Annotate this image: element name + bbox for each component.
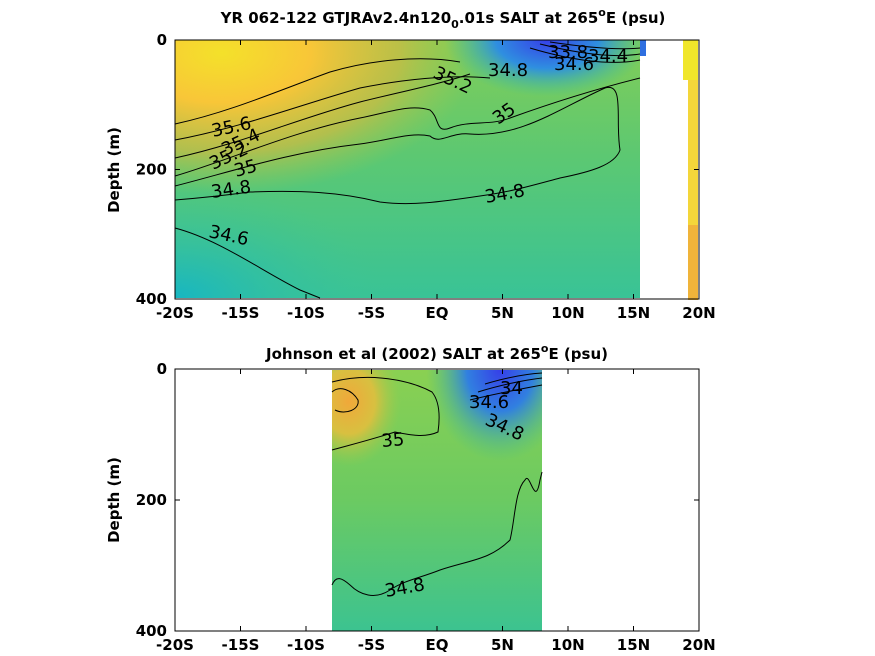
- top-salinity-field: [175, 40, 640, 298]
- bottom-contours: [331, 372, 543, 596]
- contour-label-34.6-surface: 34.6: [554, 54, 594, 75]
- bottom-salinity-field: [332, 370, 542, 631]
- contour-label-34.8-surface: 34.8: [488, 60, 528, 81]
- x-tick-label: -5S: [358, 636, 385, 654]
- top-contours: [174, 41, 641, 299]
- top-x-axis: -20S -15S -10S -5S EQ 5N 10N 15N 20N: [156, 40, 716, 322]
- x-tick-label: 5N: [491, 304, 514, 322]
- y-tick-label: 400: [136, 290, 167, 308]
- bottom-title: Johnson et al (2002) SALT at 265oE (psu): [265, 342, 608, 363]
- top-title: YR 062-122 GTJRAv2.4n1200.01s SALT at 26…: [220, 6, 666, 31]
- x-tick-label: -20S: [156, 304, 194, 322]
- x-tick-label: -15S: [222, 636, 260, 654]
- y-tick-label: 200: [136, 161, 167, 179]
- x-tick-label: 15N: [617, 636, 650, 654]
- x-tick-label: EQ: [426, 636, 449, 654]
- top-panel: YR 062-122 GTJRAv2.4n1200.01s SALT at 26…: [105, 6, 716, 322]
- top-ylabel: Depth (m): [105, 127, 123, 213]
- x-tick-label: 10N: [551, 304, 584, 322]
- x-tick-label: EQ: [426, 304, 449, 322]
- x-tick-label: -10S: [287, 304, 325, 322]
- x-tick-label: -15S: [222, 304, 260, 322]
- contour-label-34.4: 34.4: [588, 46, 628, 67]
- x-tick-label: 20N: [682, 304, 715, 322]
- contour-label-33.8: 33.8: [548, 42, 588, 63]
- top-right-strip: [683, 40, 698, 80]
- y-tick-label: 0: [157, 360, 167, 378]
- x-tick-label: 10N: [551, 636, 584, 654]
- x-tick-label: 20N: [682, 636, 715, 654]
- bottom-ylabel: Depth (m): [105, 457, 123, 543]
- x-tick-label: 15N: [617, 304, 650, 322]
- top-y-axis: 0 200 400: [136, 31, 699, 308]
- top-edge-strip: [640, 40, 646, 56]
- x-tick-label: -10S: [287, 636, 325, 654]
- bottom-panel: Johnson et al (2002) SALT at 265oE (psu)…: [105, 342, 716, 654]
- contour-label-35: 35: [381, 429, 406, 452]
- x-tick-label: 5N: [491, 636, 514, 654]
- bottom-y-axis: 0 200 400: [136, 360, 699, 640]
- x-tick-label: -20S: [156, 636, 194, 654]
- y-tick-label: 400: [136, 622, 167, 640]
- contour-label-34.6: 34.6: [469, 392, 509, 413]
- x-tick-label: -5S: [358, 304, 385, 322]
- top-right-strip-2: [688, 80, 698, 225]
- contour-label-34: 34: [500, 378, 523, 399]
- top-right-strip-3: [688, 225, 698, 300]
- y-tick-label: 200: [136, 491, 167, 509]
- y-tick-label: 0: [157, 31, 167, 49]
- bottom-x-axis: -20S -15S -10S -5S EQ 5N 10N 15N 20N: [156, 369, 716, 654]
